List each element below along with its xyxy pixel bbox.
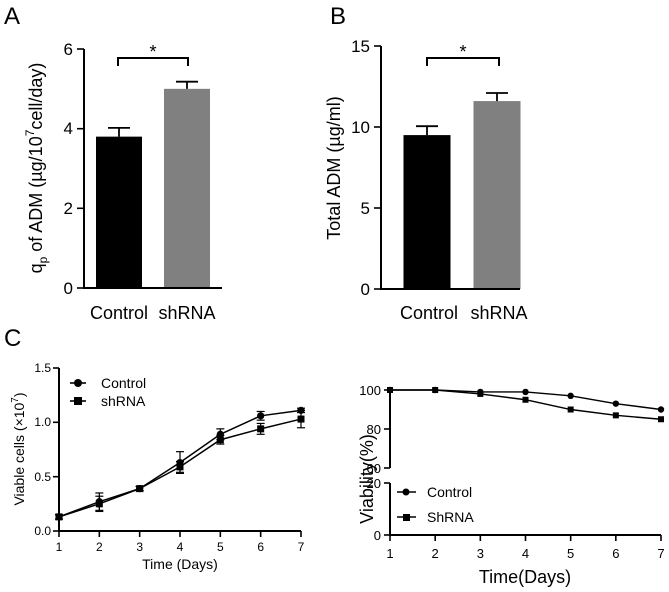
chart-c1: Viable cells (×107) 0.0 0.5 1.0 1.5 1 2 3 4… (10, 361, 305, 572)
chart-c2-xtick-label-6: 6 (612, 546, 619, 561)
chart-c2-ytick-label-60: 60 (367, 461, 381, 476)
chart-b-bar-shrna (473, 101, 521, 289)
chart-a-bar-shrna (164, 88, 210, 288)
chart-c2-xlabel: Time(Days) (479, 567, 571, 587)
chart-a-ytick-label-6: 6 (64, 40, 73, 59)
chart-c1-point-control-5 (216, 430, 224, 438)
chart-c2-legend-marker-control (402, 488, 410, 496)
chart-c1-point-shrna-3 (136, 485, 144, 493)
chart-c1-point-shrna-7 (297, 415, 305, 423)
chart-c2-ytick-label-80: 80 (367, 422, 381, 437)
chart-a-significance-star: * (149, 42, 156, 62)
chart-b-xtick-label-shrna: shRNA (470, 303, 527, 323)
chart-a-ytick-label-0: 0 (64, 279, 73, 298)
chart-c1-ytick-label-1.0: 1.0 (34, 415, 51, 429)
chart-c2-legend-label-shrna: ShRNA (427, 509, 474, 525)
chart-c1-xtick-label-5: 5 (217, 540, 224, 554)
chart-b: Total ADM (µg/ml) 0 5 10 15 Control shRN… (324, 37, 528, 323)
chart-c1-point-shrna-4 (176, 463, 184, 471)
chart-c1-series-shrna (55, 409, 305, 521)
chart-c2-point-shrna-2 (432, 387, 439, 393)
chart-c2-xtick-label-5: 5 (567, 546, 574, 561)
chart-c1-xtick-label-1: 1 (56, 540, 63, 554)
chart-c1-xtick-label-6: 6 (257, 540, 264, 554)
chart-c2-xtick-label-2: 2 (432, 546, 439, 561)
chart-b-ytick-label-0: 0 (361, 280, 370, 299)
chart-c1-legend: Control shRNA (70, 375, 146, 409)
chart-c1-legend-marker-shrna (74, 397, 82, 405)
chart-b-significance-bracket (426, 57, 500, 66)
chart-c1-ylabel: Viable cells (×107) (10, 392, 27, 505)
chart-c2-xtick-label-4: 4 (522, 546, 529, 561)
chart-c1-ytick-label-0.5: 0.5 (34, 470, 51, 484)
chart-b-significance-star: * (459, 42, 466, 62)
chart-b-bar-control (403, 135, 451, 289)
chart-a-ytick-label-2: 2 (64, 199, 73, 218)
chart-c1-point-shrna-1 (55, 513, 63, 521)
chart-a-xtick-label-shrna: shRNA (158, 303, 215, 323)
chart-c1-xtick-label-4: 4 (177, 540, 184, 554)
chart-c2-point-control-5 (567, 392, 574, 400)
chart-c1-xticks: 1 2 3 4 5 6 7 (56, 531, 305, 554)
chart-c2-ylabel: Viability(%) (357, 434, 377, 524)
chart-c1-ytick-label-0: 0.0 (34, 524, 51, 538)
chart-a-ylabel: qp of ADM (µg/107cell/day) (23, 63, 50, 274)
chart-a-error-shrna (176, 80, 198, 89)
chart-b-ytick-label-15: 15 (351, 37, 370, 56)
chart-c2-legend: Control ShRNA (397, 484, 474, 525)
chart-c2-legend-marker-shrna (403, 514, 410, 521)
chart-c2-point-shrna-6 (612, 412, 619, 419)
chart-b-ytick-label-10: 10 (351, 118, 370, 137)
chart-a-bar-control (96, 136, 142, 288)
chart-c1-point-shrna-2 (95, 500, 103, 508)
chart-a-xtick-label-control: Control (90, 303, 148, 323)
chart-c1-legend-marker-control (74, 379, 82, 387)
chart-a-error-control (108, 126, 130, 137)
chart-c1-xtick-label-2: 2 (96, 540, 103, 554)
chart-c2-legend-label-control: Control (427, 484, 472, 500)
chart-c2-point-shrna-1 (387, 387, 393, 393)
chart-c2-point-control-7 (657, 406, 665, 413)
chart-b-xtick-label-control: Control (400, 303, 458, 323)
chart-c1-xtick-label-7: 7 (298, 540, 305, 554)
chart-b-error-control (416, 125, 438, 136)
chart-c1-point-shrna-6 (257, 425, 265, 433)
chart-c2-point-control-4 (522, 388, 529, 396)
chart-c2-ytick-label-0: 0 (374, 528, 381, 543)
chart-c2-point-control-6 (612, 400, 620, 407)
chart-c2-ytick-label-100: 100 (359, 383, 381, 398)
chart-c1-legend-label-shrna: shRNA (101, 393, 146, 409)
chart-c1-point-shrna-5 (216, 436, 224, 444)
chart-c2-point-shrna-4 (522, 396, 529, 403)
chart-b-ylabel: Total ADM (µg/ml) (324, 96, 344, 239)
chart-c1-xtick-label-3: 3 (136, 540, 143, 554)
chart-c1-ytick-label-1.5: 1.5 (34, 361, 51, 375)
chart-a-ytick-label-4: 4 (64, 119, 73, 138)
chart-c1-point-control-6 (257, 412, 265, 420)
chart-c2-ytick-label-20: 20 (367, 476, 381, 491)
chart-b-error-shrna (486, 92, 508, 102)
panel-label-a: A (4, 3, 20, 30)
chart-c2-xtick-label-7: 7 (657, 546, 664, 561)
panel-label-b: B (330, 3, 346, 30)
chart-c1-xlabel: Time (Days) (142, 556, 218, 572)
chart-c2-series-shrna (387, 387, 664, 423)
chart-c1-legend-label-control: Control (101, 375, 146, 391)
chart-c2-xtick-label-1: 1 (386, 546, 393, 561)
panel-label-c: C (4, 325, 21, 352)
chart-b-ytick-label-5: 5 (361, 199, 370, 218)
chart-a: qp of ADM (µg/107cell/day) 0 2 4 6 Contr… (23, 40, 222, 323)
chart-c2-xticks: 1 2 3 4 5 6 7 (386, 535, 665, 561)
chart-c2-point-shrna-3 (477, 390, 484, 397)
chart-c2-xtick-label-3: 3 (477, 546, 484, 561)
chart-c2-point-shrna-5 (567, 406, 574, 413)
chart-c2-point-shrna-7 (658, 416, 664, 423)
chart-c2: Viability(%) 100 80 60 20 0 1 2 3 4 5 6 7 Time… (357, 383, 665, 587)
chart-a-significance-bracket (117, 57, 189, 66)
